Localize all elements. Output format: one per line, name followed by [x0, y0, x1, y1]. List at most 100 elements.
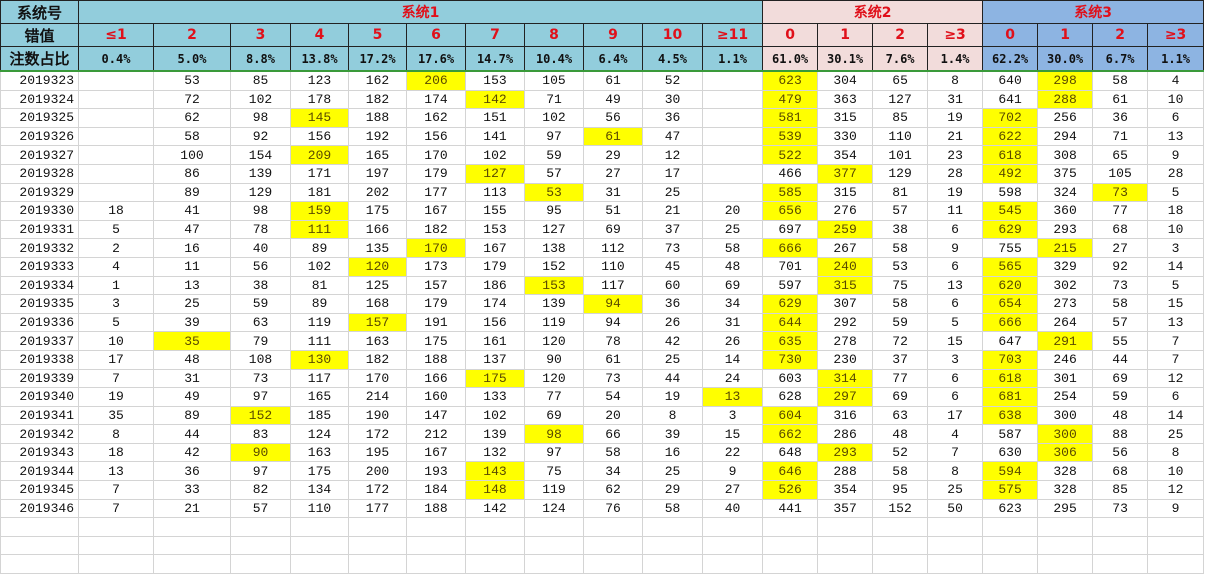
value-cell[interactable]: 293: [1037, 219, 1094, 240]
value-cell[interactable]: 603: [762, 368, 819, 389]
value-cell[interactable]: 61: [583, 70, 643, 91]
value-cell[interactable]: 8: [78, 424, 154, 444]
value-cell[interactable]: 152: [524, 256, 584, 277]
value-cell[interactable]: 53: [872, 256, 929, 277]
period-cell[interactable]: 2019339: [0, 368, 79, 389]
value-cell[interactable]: 575: [982, 480, 1039, 500]
value-cell[interactable]: 273: [1037, 294, 1094, 314]
value-cell[interactable]: 138: [524, 238, 584, 258]
value-cell[interactable]: 111: [290, 219, 349, 240]
value-cell[interactable]: 587: [982, 424, 1039, 444]
ratio-cell[interactable]: 4.5%: [642, 46, 703, 72]
value-cell[interactable]: [78, 182, 154, 203]
value-cell[interactable]: [701, 126, 764, 147]
empty-cell[interactable]: [1147, 517, 1205, 537]
value-cell[interactable]: 68: [1092, 219, 1149, 240]
ratio-cell[interactable]: 1.1%: [1147, 46, 1205, 72]
ratio-cell[interactable]: 6.4%: [583, 46, 643, 72]
value-cell[interactable]: 129: [230, 182, 291, 203]
ratio-cell[interactable]: 14.7%: [465, 46, 525, 72]
error-label[interactable]: 错值: [0, 23, 79, 47]
value-cell[interactable]: [701, 108, 764, 128]
value-cell[interactable]: 12: [1147, 368, 1205, 389]
value-cell[interactable]: 300: [1037, 424, 1094, 444]
value-cell[interactable]: 14: [1147, 256, 1205, 277]
value-cell[interactable]: 3: [1147, 238, 1205, 258]
value-cell[interactable]: 27: [701, 480, 764, 500]
value-cell[interactable]: 177: [406, 182, 466, 203]
value-cell[interactable]: 594: [982, 461, 1039, 482]
value-cell[interactable]: 94: [583, 294, 643, 314]
value-cell[interactable]: 75: [872, 275, 929, 296]
value-cell[interactable]: 31: [153, 368, 231, 389]
value-cell[interactable]: 143: [465, 461, 525, 482]
empty-cell[interactable]: [1092, 517, 1149, 537]
value-cell[interactable]: 78: [230, 219, 291, 240]
value-cell[interactable]: 156: [290, 126, 349, 147]
value-cell[interactable]: 42: [153, 442, 231, 463]
value-cell[interactable]: 85: [872, 108, 929, 128]
value-cell[interactable]: [701, 145, 764, 165]
ratio-cell[interactable]: 0.4%: [78, 46, 154, 72]
value-cell[interactable]: 3: [927, 349, 984, 370]
value-cell[interactable]: 13: [153, 275, 231, 296]
value-cell[interactable]: 635: [762, 331, 819, 351]
value-cell[interactable]: 57: [230, 498, 291, 519]
value-cell[interactable]: 61: [583, 126, 643, 147]
empty-cell[interactable]: [762, 535, 819, 556]
value-cell[interactable]: 127: [465, 163, 525, 184]
value-cell[interactable]: 120: [524, 331, 584, 351]
value-cell[interactable]: 188: [348, 108, 407, 128]
value-cell[interactable]: 58: [872, 461, 929, 482]
column-header[interactable]: ≥3: [927, 23, 984, 47]
value-cell[interactable]: 193: [406, 461, 466, 482]
empty-cell[interactable]: [406, 517, 466, 537]
value-cell[interactable]: 330: [817, 126, 874, 147]
column-header[interactable]: 2: [1092, 23, 1149, 47]
value-cell[interactable]: 89: [153, 405, 231, 426]
value-cell[interactable]: 102: [230, 89, 291, 110]
value-cell[interactable]: 59: [230, 294, 291, 314]
value-cell[interactable]: 640: [982, 70, 1039, 91]
value-cell[interactable]: 254: [1037, 387, 1094, 407]
period-cell[interactable]: 2019323: [0, 70, 79, 91]
column-header[interactable]: 8: [524, 23, 584, 47]
value-cell[interactable]: 2: [78, 238, 154, 258]
ratio-cell[interactable]: 5.0%: [153, 46, 231, 72]
empty-cell[interactable]: [927, 554, 984, 574]
value-cell[interactable]: 92: [230, 126, 291, 147]
period-cell[interactable]: 2019342: [0, 424, 79, 444]
value-cell[interactable]: 6: [927, 368, 984, 389]
value-cell[interactable]: 35: [78, 405, 154, 426]
value-cell[interactable]: 623: [982, 498, 1039, 519]
value-cell[interactable]: [701, 163, 764, 184]
value-cell[interactable]: 167: [406, 201, 466, 221]
empty-cell[interactable]: [348, 517, 407, 537]
value-cell[interactable]: 153: [465, 219, 525, 240]
value-cell[interactable]: 58: [872, 294, 929, 314]
value-cell[interactable]: 629: [762, 294, 819, 314]
value-cell[interactable]: 246: [1037, 349, 1094, 370]
value-cell[interactable]: 71: [1092, 126, 1149, 147]
value-cell[interactable]: 163: [290, 442, 349, 463]
value-cell[interactable]: 82: [230, 480, 291, 500]
value-cell[interactable]: 139: [524, 294, 584, 314]
empty-cell[interactable]: [406, 554, 466, 574]
value-cell[interactable]: 154: [230, 145, 291, 165]
value-cell[interactable]: 182: [348, 349, 407, 370]
value-cell[interactable]: 129: [872, 163, 929, 184]
value-cell[interactable]: 184: [406, 480, 466, 500]
value-cell[interactable]: 119: [524, 312, 584, 333]
value-cell[interactable]: 52: [642, 70, 703, 91]
value-cell[interactable]: 111: [290, 331, 349, 351]
value-cell[interactable]: 620: [982, 275, 1039, 296]
value-cell[interactable]: 5: [78, 312, 154, 333]
value-cell[interactable]: 15: [927, 331, 984, 351]
value-cell[interactable]: 166: [348, 219, 407, 240]
value-cell[interactable]: 25: [701, 219, 764, 240]
value-cell[interactable]: 185: [290, 405, 349, 426]
value-cell[interactable]: 130: [290, 349, 349, 370]
value-cell[interactable]: 110: [872, 126, 929, 147]
value-cell[interactable]: 95: [524, 201, 584, 221]
value-cell[interactable]: 170: [348, 368, 407, 389]
